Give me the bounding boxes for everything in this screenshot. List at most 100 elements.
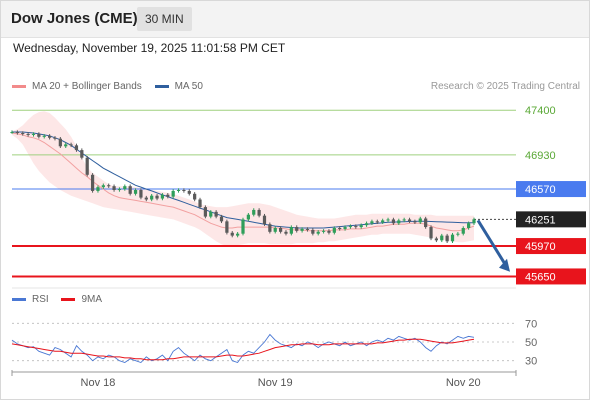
candle-body [381, 220, 385, 223]
x-tick-label: Nov 18 [81, 377, 116, 389]
rsi-ma9-line [11, 338, 475, 361]
candle-body [305, 228, 310, 230]
candle-body [440, 235, 444, 241]
candle-body [15, 132, 19, 134]
candle-body [37, 133, 41, 137]
current-price-label: 46251 [525, 214, 556, 226]
candle-body [424, 218, 428, 228]
candle-body [450, 234, 455, 242]
instrument-title: Dow Jones (CME) [11, 10, 138, 27]
candle-body [413, 221, 417, 223]
candle-body [445, 235, 449, 242]
candle-body [182, 190, 186, 191]
candle-body [198, 199, 202, 208]
candle-body [155, 195, 159, 199]
candle-body [101, 185, 105, 188]
candle-body [193, 193, 197, 200]
candle-body [107, 185, 111, 187]
ma20-legend-label: MA 20 + Bollinger Bands [32, 81, 142, 92]
candle-body [311, 229, 315, 234]
level-label-45970: 45970 [525, 241, 556, 253]
main-legend: MA 20 + Bollinger Bands MA 50 [12, 81, 203, 92]
candle-body [257, 209, 261, 216]
candle-body [407, 219, 412, 222]
candle-body [289, 227, 293, 234]
chart-header: Dow Jones (CME) 30 MIN [0, 0, 590, 38]
level-label-46570: 46570 [525, 184, 556, 196]
candle-body [434, 238, 439, 241]
ma9-legend-swatch [61, 297, 76, 301]
candle-body [90, 174, 95, 191]
candle-body [144, 197, 148, 200]
level-tag-46570 [516, 181, 586, 198]
level-label-45650: 45650 [525, 271, 556, 283]
x-tick-label: Nov 19 [258, 377, 293, 389]
candle-body [117, 189, 122, 191]
candle-body [246, 214, 250, 220]
candle-body [284, 231, 288, 234]
target-arrow-shaft [476, 219, 508, 267]
candle-body [252, 209, 256, 215]
candle-body [112, 186, 116, 190]
level-tag-45650 [516, 268, 586, 285]
ma9-legend-label: 9MA [81, 294, 103, 305]
target-arrow-head [499, 258, 510, 272]
candle-body [96, 187, 100, 191]
level-tag-45970 [516, 238, 586, 255]
timestamp: Wednesday, November 19, 2025 11:01:58 PM… [13, 41, 286, 55]
candle-body [332, 228, 336, 233]
candle-body [364, 223, 369, 226]
candle-body [230, 232, 234, 236]
rsi-tick-50: 50 [525, 337, 537, 349]
candle-body [418, 218, 422, 223]
candle-body [461, 228, 465, 234]
credit: Research © 2025 Trading Central [430, 81, 580, 92]
ma50-legend-swatch [154, 84, 169, 88]
candle-body [214, 211, 218, 217]
candle-body [150, 195, 154, 200]
candle-body [316, 231, 320, 234]
candle-body [139, 190, 143, 198]
candle-body [262, 215, 267, 225]
candle-body [268, 224, 272, 232]
candle-body [343, 227, 347, 229]
candle-body [370, 221, 374, 224]
candle-body [10, 132, 14, 134]
ma50-legend-label: MA 50 [174, 81, 203, 92]
rsi-legend: RSI 9MA [12, 294, 102, 305]
candle-body [472, 219, 476, 224]
candle-body [397, 220, 401, 224]
candle-body [209, 211, 213, 217]
rsi-tick-30: 30 [525, 356, 537, 368]
candle-body [321, 230, 326, 232]
candle-body [273, 228, 277, 232]
candle-body [391, 219, 396, 224]
current-price-tag [516, 211, 586, 228]
candle-body [295, 227, 299, 231]
candle-body [47, 135, 52, 138]
candle-body [187, 190, 191, 194]
candle-body [338, 228, 342, 229]
candle-body [219, 216, 224, 222]
timeframe-badge[interactable]: 30 MIN [137, 7, 192, 31]
candle-body [386, 219, 390, 221]
candle-body [160, 194, 165, 199]
candle-body [429, 227, 433, 239]
candle-body [456, 233, 460, 235]
candle-body [467, 223, 471, 228]
candle-body [225, 221, 229, 233]
candle-body [31, 133, 36, 135]
candles [10, 130, 476, 244]
candle-body [123, 186, 127, 190]
candle-body [300, 228, 304, 231]
rsi-tick-70: 70 [525, 318, 537, 330]
candle-body [203, 207, 208, 217]
candle-body [133, 190, 138, 194]
candle-body [327, 230, 331, 233]
candle-body [359, 225, 363, 228]
candle-body [354, 226, 358, 228]
ma20-legend-swatch [12, 84, 26, 88]
candle-body [21, 133, 25, 134]
candle-body [375, 221, 379, 223]
